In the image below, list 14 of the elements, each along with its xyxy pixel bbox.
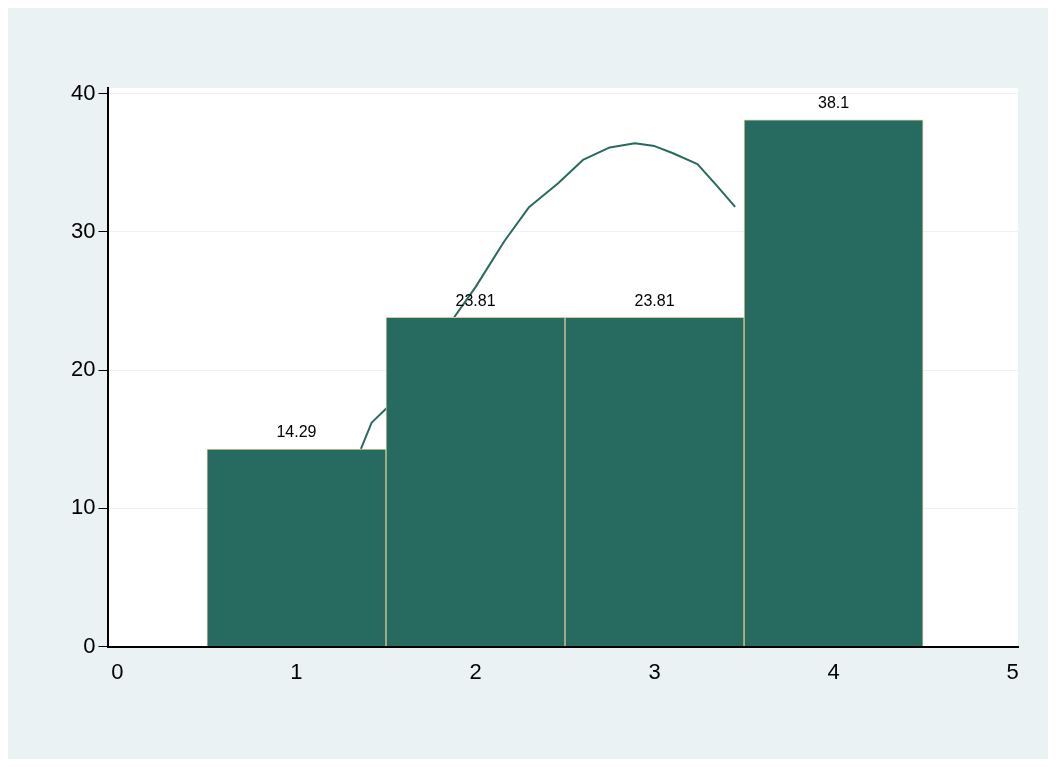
- x-tick-label: 3: [648, 658, 661, 684]
- y-tick-label: 10: [70, 494, 96, 520]
- x-tick-label: 5: [1006, 658, 1019, 684]
- x-tick-label: 4: [827, 658, 840, 684]
- y-tick-label: 0: [83, 632, 96, 658]
- x-tick-label: 1: [290, 658, 303, 684]
- x-tick-label: 0: [111, 658, 124, 684]
- data-label: 23.81: [634, 291, 675, 309]
- data-label: 14.29: [276, 423, 317, 441]
- data-label: 38.1: [818, 94, 850, 112]
- x-tick-label: 2: [469, 658, 482, 684]
- y-tick-label: 20: [70, 356, 96, 382]
- y-tick-label: 30: [70, 217, 96, 243]
- y-tick-label: 40: [70, 79, 96, 105]
